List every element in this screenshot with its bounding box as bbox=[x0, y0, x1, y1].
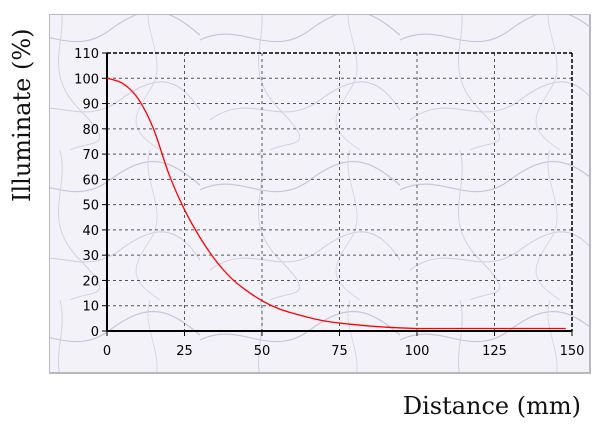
panel-background bbox=[50, 15, 589, 372]
x-axis-label: Distance (mm) bbox=[402, 392, 581, 420]
y-tick-label: 20 bbox=[82, 274, 99, 289]
y-tick-label: 100 bbox=[74, 72, 99, 87]
y-tick-label: 30 bbox=[82, 249, 99, 264]
x-tick-label: 50 bbox=[254, 344, 271, 359]
x-tick-label: 0 bbox=[103, 344, 111, 359]
x-tick-label: 125 bbox=[482, 344, 507, 359]
series bbox=[106, 77, 566, 330]
y-tick-label: 60 bbox=[82, 173, 99, 188]
y-tick-label: 70 bbox=[82, 148, 99, 163]
y-tick-label: 80 bbox=[82, 123, 99, 138]
y-tick-label: 40 bbox=[82, 224, 99, 239]
y-tick-label: 50 bbox=[82, 199, 99, 214]
tick-labels: 0 10 20 30 40 50 60 70 80 90 100 110 0 25 50 75 100 125 15… bbox=[74, 47, 584, 359]
x-tick-label: 150 bbox=[560, 344, 585, 359]
chart-panel bbox=[49, 14, 591, 374]
y-tick-label: 0 bbox=[91, 325, 99, 340]
x-tick-label: 75 bbox=[331, 344, 348, 359]
series-line-1 bbox=[106, 77, 566, 330]
y-tick-label: 10 bbox=[82, 300, 99, 315]
y-tick-label: 90 bbox=[82, 98, 99, 113]
grid bbox=[107, 53, 572, 331]
y-axis-label: Illuminate (%) bbox=[8, 28, 36, 202]
x-tick-label: 25 bbox=[176, 344, 193, 359]
x-tick-label: 100 bbox=[405, 344, 430, 359]
y-tick-label: 110 bbox=[74, 47, 99, 62]
